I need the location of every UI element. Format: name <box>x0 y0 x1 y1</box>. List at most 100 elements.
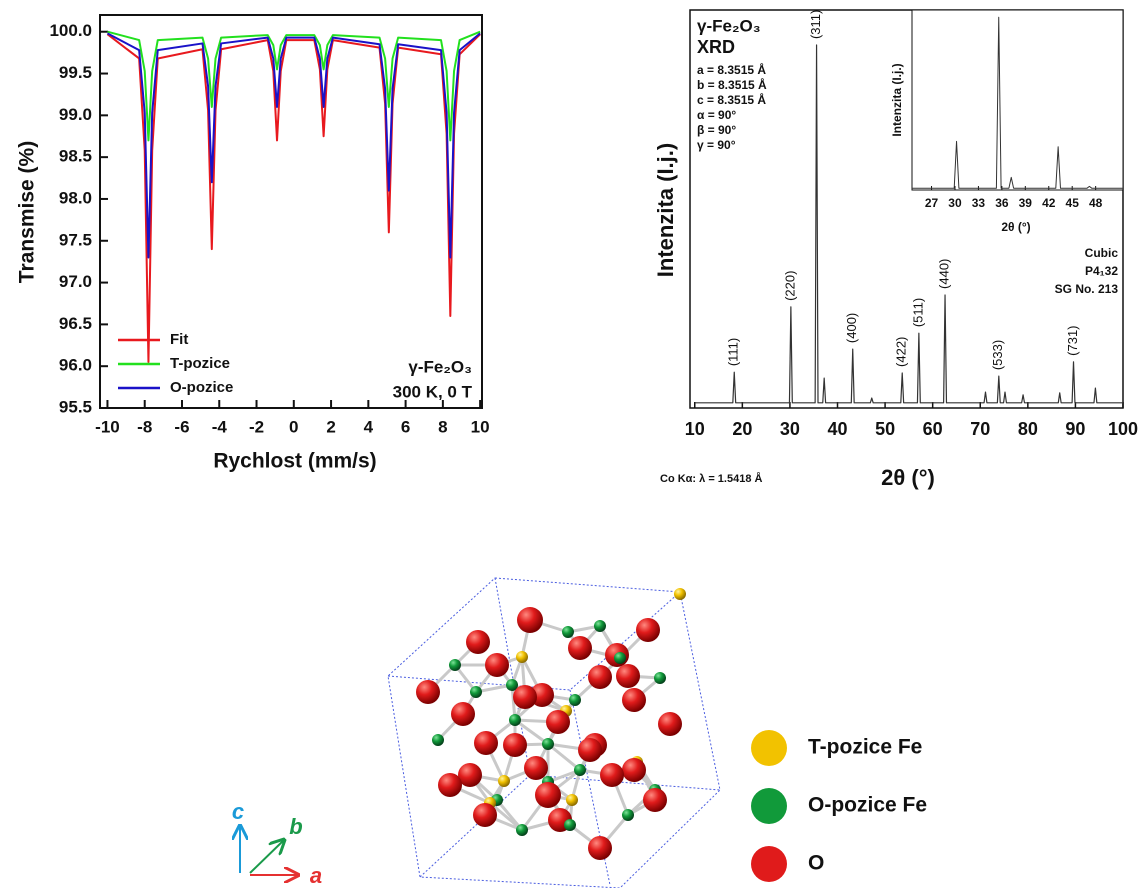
atom <box>516 651 528 663</box>
peak-label: (220) <box>782 271 797 301</box>
plot-frame <box>912 10 1123 190</box>
y-tick-label: 98.0 <box>59 188 92 207</box>
y-axis-label: Intenzita (I.j.) <box>890 63 904 136</box>
atom <box>568 636 592 660</box>
x-tick-label: 6 <box>401 417 410 436</box>
x-tick-label: 60 <box>923 419 943 439</box>
atom <box>432 734 444 746</box>
y-axis-label: Intenzita (I.j.) <box>653 143 678 277</box>
symmetry: Cubic <box>1085 246 1119 260</box>
peak-label: (111) <box>726 338 741 366</box>
atom <box>616 664 640 688</box>
peak-label: (422) <box>894 337 909 367</box>
x-tick-label: 70 <box>970 419 990 439</box>
atom <box>517 607 543 633</box>
xrd-info: γ = 90° <box>697 138 736 152</box>
atom <box>614 652 626 664</box>
atom <box>654 672 666 684</box>
peak-label: (511) <box>910 298 925 327</box>
y-tick-label: 99.0 <box>59 105 92 124</box>
atom <box>485 653 509 677</box>
legend-label: O-pozice <box>170 379 233 396</box>
x-tick-label: 40 <box>827 419 847 439</box>
atom <box>622 809 634 821</box>
x-tick-label: 10 <box>685 419 705 439</box>
x-tick-label: 36 <box>995 196 1009 210</box>
x-tick-label: 0 <box>289 417 298 436</box>
legend-dot <box>751 788 787 824</box>
atom <box>622 758 646 782</box>
atom <box>542 738 554 750</box>
atom <box>564 819 576 831</box>
x-tick-label: 42 <box>1042 196 1056 210</box>
structure-legend: T-pozice Fe O-pozice Fe O <box>751 730 927 882</box>
atom <box>470 686 482 698</box>
symmetry: SG No. 213 <box>1055 282 1119 296</box>
annotation: 300 K, 0 T <box>393 382 473 401</box>
atom <box>562 626 574 638</box>
peak-label: (400) <box>844 313 859 343</box>
y-tick-label: 96.5 <box>59 314 92 333</box>
x-tick-label: 8 <box>438 417 447 436</box>
axis-c: c <box>232 799 244 824</box>
legend-dot <box>751 846 787 882</box>
atom <box>588 836 612 860</box>
atom <box>513 685 537 709</box>
legend-label: O-pozice Fe <box>808 794 927 817</box>
xrd-info: c = 8.3515 Å <box>697 92 766 107</box>
x-axis-label: Rychlost (mm/s) <box>213 450 376 473</box>
atom <box>466 630 490 654</box>
x-tick-label: 48 <box>1089 196 1103 210</box>
xrd-title: γ-Fe₂O₃ <box>697 16 761 35</box>
peak-label: (440) <box>936 259 951 289</box>
atom <box>503 733 527 757</box>
atom <box>535 782 561 808</box>
atom <box>569 694 581 706</box>
x-tick-label: 27 <box>925 196 939 210</box>
x-tick-label: -6 <box>174 417 189 436</box>
x-tick-label: 30 <box>780 419 800 439</box>
atom <box>600 763 624 787</box>
y-tick-label: 97.5 <box>59 230 92 249</box>
y-tick-label: 96.0 <box>59 356 92 375</box>
x-tick-label: -4 <box>212 417 228 436</box>
legend-label: T-pozice <box>170 355 230 372</box>
x-tick-label: -8 <box>137 417 152 436</box>
symmetry: P4₁32 <box>1085 264 1118 278</box>
atoms <box>416 588 686 860</box>
peak-label: (533) <box>990 340 1005 370</box>
annotation: γ-Fe₂O₃ <box>408 357 472 376</box>
x-tick-label: 33 <box>972 196 986 210</box>
atom <box>474 731 498 755</box>
x-axis-label: 2θ (°) <box>1001 220 1030 234</box>
peak-label: (731) <box>1065 325 1080 355</box>
x-tick-label: 20 <box>732 419 752 439</box>
atom <box>658 712 682 736</box>
atom <box>438 773 462 797</box>
x-tick-label: 10 <box>471 417 490 436</box>
atom <box>473 803 497 827</box>
atom <box>509 714 521 726</box>
y-tick-label: 99.5 <box>59 63 92 82</box>
atom <box>524 756 548 780</box>
y-tick-label: 95.5 <box>59 397 92 416</box>
x-tick-label: 50 <box>875 419 895 439</box>
legend-label: T-pozice Fe <box>808 736 922 759</box>
atom <box>578 738 602 762</box>
y-tick-label: 98.5 <box>59 147 92 166</box>
legend-label: O <box>808 852 824 875</box>
xrd-note: Co Kα: λ = 1.5418 Å <box>660 472 762 485</box>
atom <box>574 764 586 776</box>
atom <box>566 794 578 806</box>
figure: a b c T-pozice FeO-pozice FeO -10-8-6-4-… <box>0 0 1144 888</box>
y-tick-label: 97.0 <box>59 272 92 291</box>
x-tick-label: 30 <box>948 196 962 210</box>
x-tick-label: 90 <box>1065 419 1085 439</box>
atom <box>588 665 612 689</box>
x-axis-label: 2θ (°) <box>881 465 935 490</box>
axis-b: b <box>289 814 302 839</box>
y-tick-label: 100.0 <box>49 21 92 40</box>
x-tick-label: 4 <box>364 417 374 436</box>
